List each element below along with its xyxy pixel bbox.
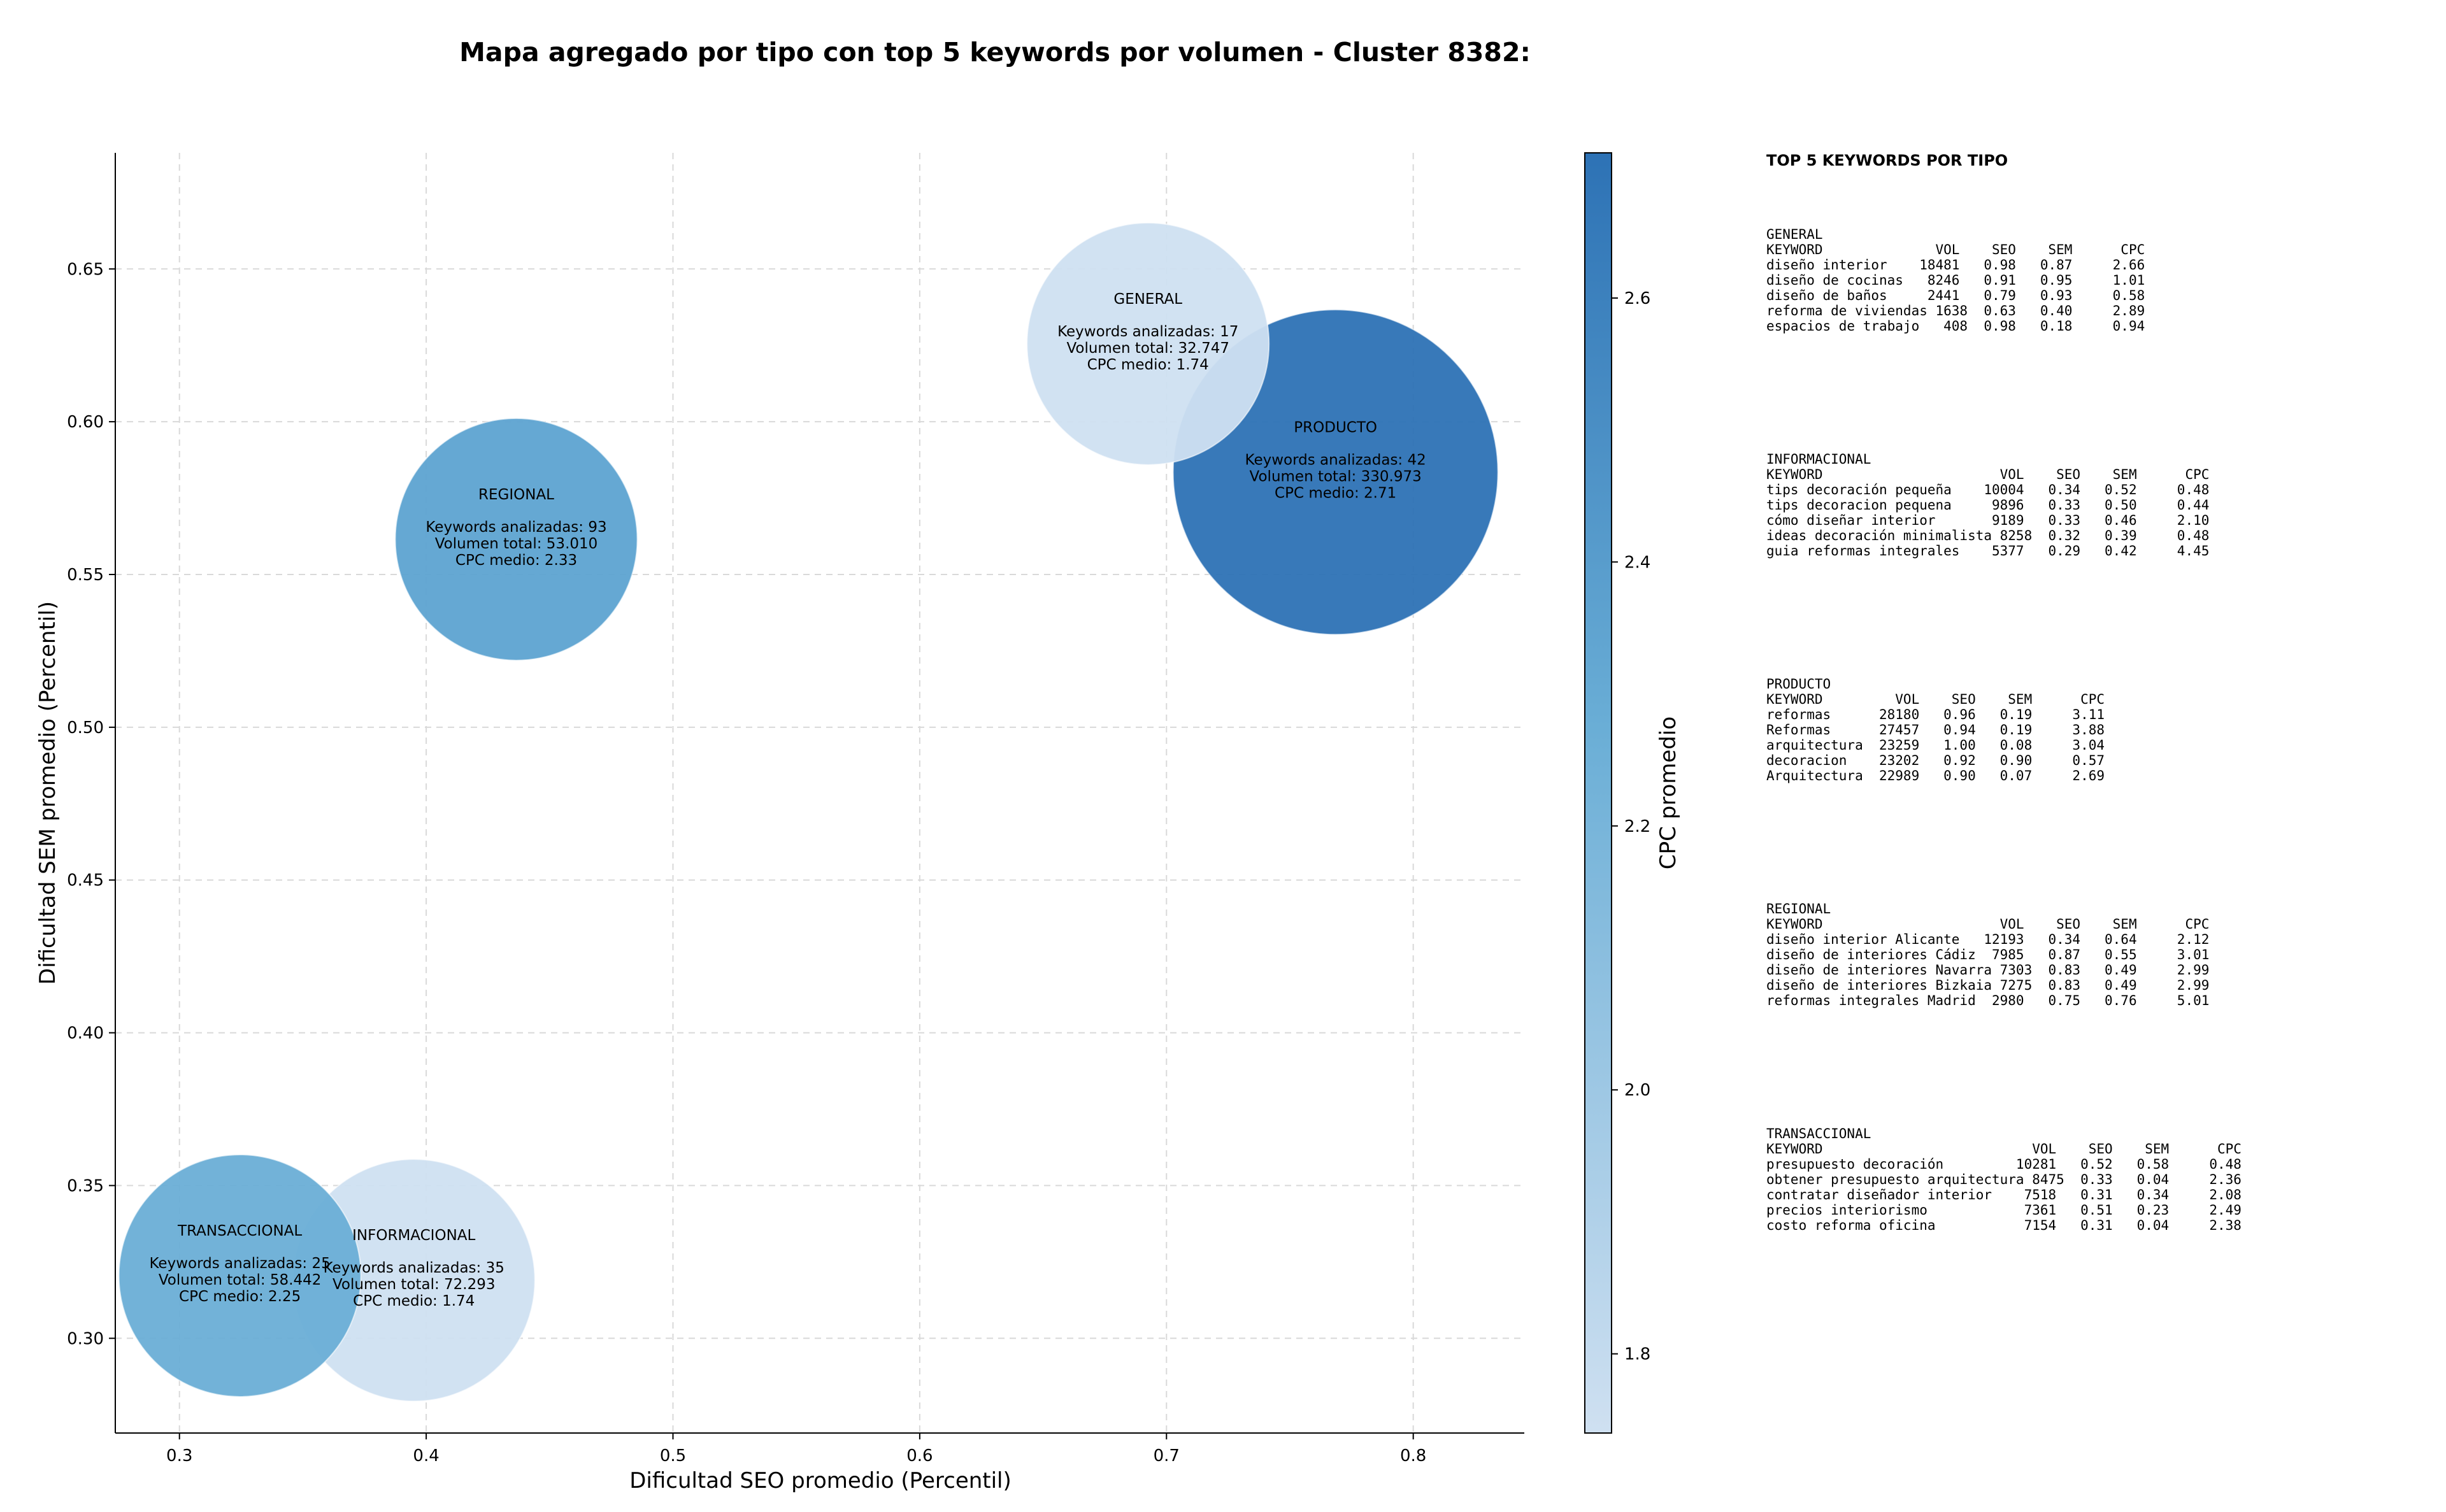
keyword-table-title: GENERAL: [1766, 227, 1823, 242]
colorbar-tick-label: 2.6: [1624, 289, 1650, 308]
keyword-table-row: diseño de cocinas 8246 0.91 0.95 1.01: [1766, 273, 2145, 288]
keyword-table-row: diseño de baños 2441 0.79 0.93 0.58: [1766, 288, 2145, 303]
bubble-detail: Keywords analizadas: 25: [150, 1255, 331, 1272]
keyword-table-header: KEYWORD VOL SEO SEM CPC: [1766, 242, 2145, 257]
bubble-transaccional: [118, 1153, 362, 1397]
keyword-table-row: diseño interior Alicante 12193 0.34 0.64…: [1766, 932, 2209, 947]
keyword-table-row: arquitectura 23259 1.00 0.08 3.04: [1766, 738, 2105, 753]
colorbar: 1.8 2.0 2.2 2.4 2.6 CPC promedio: [1584, 152, 1681, 1434]
bubble-detail: Keywords analizadas: 35: [324, 1260, 504, 1276]
bubble-detail: Volumen total: 32.747: [1066, 340, 1229, 357]
keyword-table-row: tips decoración pequeña 10004 0.34 0.52 …: [1766, 482, 2209, 497]
keyword-table-row: costo reforma oficina 7154 0.31 0.04 2.3…: [1766, 1218, 2242, 1233]
bubble-label: REGIONAL: [478, 487, 554, 503]
y-tick-label: 0.55: [67, 566, 104, 585]
keyword-table-title: TRANSACCIONAL: [1766, 1126, 1871, 1141]
y-tick-label: 0.65: [67, 260, 104, 279]
keyword-table-header: KEYWORD VOL SEO SEM CPC: [1766, 467, 2209, 482]
y-axis-label: Dificultad SEM promedio (Percentil): [35, 601, 61, 985]
bubble-detail: Keywords analizadas: 42: [1245, 452, 1426, 468]
bubble-label: INFORMACIONAL: [352, 1227, 475, 1244]
bubble-detail: Keywords analizadas: 93: [426, 519, 606, 536]
keyword-table-row: reformas integrales Madrid 2980 0.75 0.7…: [1766, 993, 2209, 1008]
bubble-label: PRODUCTO: [1294, 419, 1377, 436]
bubble-detail: CPC medio: 1.74: [353, 1293, 475, 1309]
keyword-table-row: diseño de interiores Bizkaia 7275 0.83 0…: [1766, 978, 2209, 993]
chart-title: Mapa agregado por tipo con top 5 keyword…: [459, 37, 1531, 68]
axes: 0.3 0.4 0.5 0.6 0.7 0.8 0.30 0.35 0.40 0.45 0.50 0.…: [67, 153, 1524, 1466]
keyword-table-row: precios interiorismo 7361 0.51 0.23 2.49: [1766, 1202, 2242, 1218]
y-tick-label: 0.30: [67, 1329, 104, 1348]
keyword-table-row: Arquitectura 22989 0.90 0.07 2.69: [1766, 768, 2105, 783]
panel-heading: TOP 5 KEYWORDS POR TIPO: [1766, 152, 2008, 169]
keyword-table-row: reforma de viviendas 1638 0.63 0.40 2.89: [1766, 303, 2145, 318]
colorbar-tick-label: 2.0: [1624, 1081, 1650, 1100]
y-tick-label: 0.40: [67, 1024, 104, 1043]
bubble-detail: Volumen total: 58.442: [159, 1272, 322, 1288]
y-tick-label: 0.45: [67, 871, 104, 890]
colorbar-ticks: 1.8 2.0 2.2 2.4 2.6: [1612, 289, 1650, 1364]
bubble-detail: Keywords analizadas: 17: [1057, 324, 1238, 340]
x-tick-label: 0.8: [1400, 1446, 1426, 1466]
x-tick-label: 0.3: [166, 1446, 192, 1466]
keyword-table-row: diseño interior 18481 0.98 0.87 2.66: [1766, 257, 2145, 273]
keyword-table-row: presupuesto decoración 10281 0.52 0.58 0…: [1766, 1157, 2242, 1172]
colorbar-label: CPC promedio: [1656, 717, 1681, 869]
colorbar-tick-label: 2.2: [1624, 817, 1650, 836]
x-tick-label: 0.7: [1154, 1446, 1180, 1466]
bubble-detail: CPC medio: 2.25: [179, 1288, 301, 1305]
bubble-detail: CPC medio: 2.71: [1275, 485, 1396, 501]
keyword-table-row: ideas decoración minimalista 8258 0.32 0…: [1766, 528, 2209, 543]
bubble-detail: CPC medio: 2.33: [455, 552, 577, 569]
colorbar-tick-label: 1.8: [1624, 1345, 1650, 1364]
y-tick-label: 0.35: [67, 1176, 104, 1195]
x-tick-label: 0.4: [413, 1446, 439, 1466]
keyword-table-row: tips decoracion pequena 9896 0.33 0.50 0…: [1766, 497, 2209, 513]
keyword-table-title: REGIONAL: [1766, 901, 1831, 916]
x-tick-label: 0.6: [906, 1446, 933, 1466]
keyword-table-title: INFORMACIONAL: [1766, 452, 1871, 467]
keyword-table-row: contratar diseñador interior 7518 0.31 0…: [1766, 1187, 2242, 1202]
bubble-label: GENERAL: [1113, 291, 1182, 308]
keyword-table-row: diseño de interiores Navarra 7303 0.83 0…: [1766, 962, 2209, 978]
keyword-table-row: diseño de interiores Cádiz 7985 0.87 0.5…: [1766, 947, 2209, 962]
bubble-label: TRANSACCIONAL: [177, 1223, 302, 1239]
keyword-table-row: guia reformas integrales 5377 0.29 0.42 …: [1766, 543, 2209, 559]
y-tick-label: 0.60: [67, 413, 104, 432]
bubble-detail: Volumen total: 72.293: [333, 1276, 496, 1293]
keyword-table-title: PRODUCTO: [1766, 676, 1831, 692]
keyword-table-row: decoracion 23202 0.92 0.90 0.57: [1766, 753, 2105, 768]
bubble-detail: Volumen total: 53.010: [435, 536, 598, 552]
bubble-detail: CPC medio: 1.74: [1087, 357, 1209, 373]
bubble-regional: [394, 417, 638, 661]
keyword-table-header: KEYWORD VOL SEO SEM CPC: [1766, 1141, 2242, 1157]
keyword-table-header: KEYWORD VOL SEO SEM CPC: [1766, 916, 2209, 932]
colorbar-gradient: [1584, 152, 1612, 1434]
keyword-table-row: espacios de trabajo 408 0.98 0.18 0.94: [1766, 318, 2145, 334]
x-axis-label: Dificultad SEO promedio (Percentil): [629, 1468, 1012, 1494]
keyword-table-header: KEYWORD VOL SEO SEM CPC: [1766, 692, 2105, 707]
keyword-table-row: reformas 28180 0.96 0.19 3.11: [1766, 707, 2105, 722]
x-tick-label: 0.5: [660, 1446, 686, 1466]
keyword-table-row: cómo diseñar interior 9189 0.33 0.46 2.1…: [1766, 513, 2209, 528]
bubble-general: [1026, 222, 1270, 466]
bubble-detail: Volumen total: 330.973: [1250, 468, 1422, 485]
keyword-table-row: obtener presupuesto arquitectura 8475 0.…: [1766, 1172, 2242, 1187]
keyword-table-row: Reformas 27457 0.94 0.19 3.88: [1766, 722, 2105, 738]
colorbar-tick-label: 2.4: [1624, 553, 1650, 572]
y-tick-label: 0.50: [67, 718, 104, 738]
